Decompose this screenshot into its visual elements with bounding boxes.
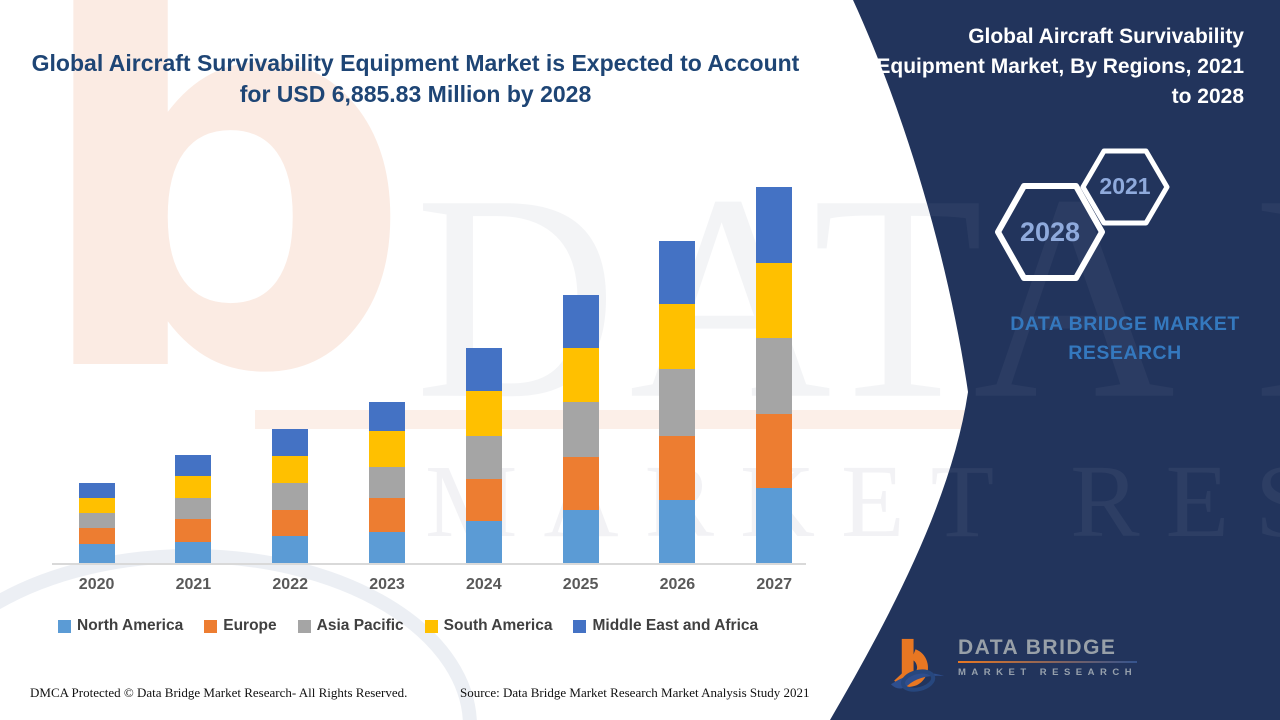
bar-segment-asia-pacific-2022 (272, 483, 309, 510)
bar-segment-south-america-2027 (756, 263, 793, 338)
bar-segment-middle-east-and-africa-2025 (562, 295, 599, 348)
bar-segment-north-america-2025 (562, 510, 599, 563)
x-axis-label-2027: 2027 (756, 576, 792, 593)
legend-item-south-america: South America (424, 617, 553, 635)
bar-segment-south-america-2022 (272, 456, 309, 483)
bar-segment-asia-pacific-2023 (369, 467, 405, 498)
badge-2028: 2028 (1019, 217, 1081, 247)
logo-text: DATA BRIDGE MARKET RESEARCH (958, 636, 1138, 678)
legend-item-north-america: North America (58, 617, 183, 635)
bar-segment-europe-2020 (78, 528, 115, 544)
bar-segment-asia-pacific-2027 (756, 338, 793, 414)
legend-label: Middle East and Africa (592, 617, 759, 634)
legend-swatch (58, 619, 71, 633)
bar-segment-north-america-2022 (272, 536, 309, 563)
bar-segment-asia-pacific-2020 (78, 513, 115, 528)
x-axis-label-2023: 2023 (369, 576, 405, 593)
bar-segment-europe-2024 (465, 479, 502, 521)
company-logo: DATA BRIDGE MARKET RESEARCH (890, 636, 1138, 698)
bar-segment-europe-2023 (369, 498, 405, 532)
bar-segment-south-america-2023 (369, 431, 405, 467)
legend-item-middle-east-and-africa: Middle East and Africa (573, 617, 758, 635)
bar-segment-europe-2021 (175, 519, 212, 542)
legend-item-asia-pacific: Asia Pacific (297, 617, 404, 635)
bar-segment-north-america-2021 (175, 542, 212, 563)
bar-segment-south-america-2020 (78, 498, 115, 513)
legend-label: Europe (223, 617, 277, 634)
bar-segment-europe-2022 (272, 510, 309, 536)
bar-segment-europe-2025 (562, 457, 599, 510)
hexagon-2021 (1080, 148, 1170, 226)
logo-line2: MARKET RESEARCH (958, 667, 1138, 678)
legend-swatch (297, 619, 311, 633)
bar-segment-middle-east-and-africa-2022 (272, 429, 309, 456)
bar-segment-south-america-2025 (562, 348, 599, 402)
bar-segment-middle-east-and-africa-2020 (78, 483, 115, 498)
x-axis-line (52, 563, 806, 565)
x-axis-label-2026: 2026 (659, 576, 696, 593)
bar-segment-middle-east-and-africa-2021 (175, 455, 212, 476)
source-note: Source: Data Bridge Market Research Mark… (460, 685, 810, 700)
badge-2021: 2021 (1099, 173, 1151, 199)
bar-segment-south-america-2026 (659, 304, 696, 369)
dmca-notice: DMCA Protected © Data Bridge Market Rese… (30, 685, 408, 700)
x-axis-label-2025: 2025 (562, 576, 599, 593)
legend-swatch (573, 619, 587, 633)
legend-swatch (424, 619, 438, 633)
panel-brand-line2: RESEARCH (1068, 342, 1182, 364)
bar-segment-north-america-2027 (756, 488, 793, 563)
legend-swatch (204, 619, 218, 633)
panel-brand-line1: DATA BRIDGE MARKET (1010, 313, 1240, 335)
bar-segment-north-america-2023 (369, 532, 405, 563)
chart-title: Global Aircraft Survivability Equipment … (31, 50, 800, 107)
panel-brand: DATA BRIDGE MARKET RESEARCH (1003, 310, 1247, 368)
x-axis-label-2021: 2021 (175, 576, 212, 593)
bar-segment-north-america-2026 (659, 500, 696, 563)
bar-segment-asia-pacific-2024 (465, 436, 502, 479)
legend-item-europe: Europe (204, 617, 277, 635)
logo-underline (958, 661, 1138, 663)
panel-title: Global Aircraft Survivability Equipment … (876, 25, 1244, 108)
x-axis-label-2024: 2024 (466, 576, 502, 593)
bar-segment-north-america-2020 (78, 544, 115, 563)
logo-line1: DATA BRIDGE (958, 636, 1117, 659)
bar-segment-middle-east-and-africa-2027 (756, 187, 793, 263)
legend-label: North America (77, 617, 184, 634)
bar-segment-middle-east-and-africa-2024 (465, 348, 502, 391)
bar-segment-europe-2026 (659, 436, 696, 500)
legend-label: South America (443, 617, 553, 634)
hexagon-2028 (995, 183, 1105, 281)
x-axis-label-2022: 2022 (272, 576, 308, 593)
chart-legend: North America Europe Asia Pacific South Ame… (58, 617, 758, 635)
bar-segment-north-america-2024 (465, 521, 502, 563)
legend-label: Asia Pacific (316, 617, 404, 634)
bar-segment-middle-east-and-africa-2026 (659, 241, 696, 304)
x-axis-label-2020: 2020 (78, 576, 115, 593)
bar-segment-south-america-2021 (175, 476, 212, 498)
stacked-bar-chart: 2020 2021 2022 2023 2024 2025 2026 2027 (52, 187, 806, 593)
bar-segment-asia-pacific-2021 (175, 498, 212, 519)
logo-b-icon (890, 638, 945, 692)
